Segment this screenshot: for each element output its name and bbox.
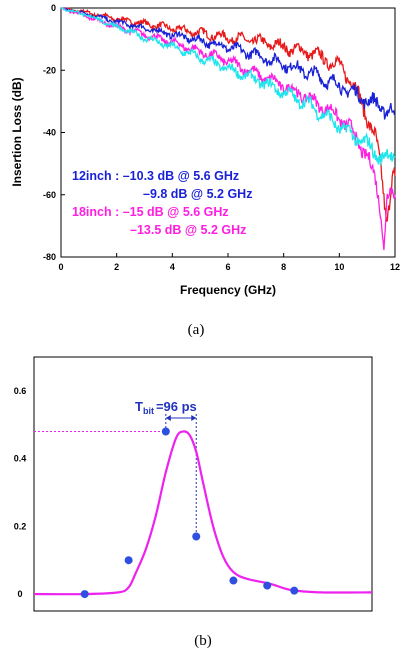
y-tick-label: 0 [51, 3, 56, 13]
series-line-1 [61, 7, 396, 120]
annotation-18inch-line1: 18inch : –15 dB @ 5.6 GHz [72, 205, 229, 219]
caption-a: (a) [188, 322, 205, 338]
sample-point [263, 581, 272, 590]
y-tick-label: -80 [43, 252, 56, 262]
y-tick-label: 0.6 [14, 386, 27, 396]
y-tick-label: 0.4 [14, 454, 27, 464]
chart-a: 0 2 4 6 8 10 12 0 -20 -40 -60 -80 Frequency (GHz) I… [10, 3, 400, 338]
annotation-12inch-line2: –9.8 dB @ 5.2 GHz [143, 187, 252, 201]
tbit-annotation: Tbit =96 ps [135, 399, 197, 416]
chart-b-markers [80, 427, 299, 599]
tbit-sub: bit [143, 406, 154, 416]
sample-point [161, 427, 170, 436]
y-tick-label: 0 [17, 589, 22, 599]
chart-a-ticks: 0 2 4 6 8 10 12 0 -20 -40 -60 -80 [43, 3, 400, 272]
chart-b-series [33, 430, 373, 596]
y-tick-label: -60 [43, 190, 56, 200]
x-tick-label: 2 [114, 262, 119, 272]
tbit-arrowhead-left [165, 415, 171, 421]
x-tick-label: 0 [58, 262, 63, 272]
chart-b: 0 0.2 0.4 0.6 Tbit =96 ps (b) [14, 356, 373, 649]
y-tick-label: 0.2 [14, 521, 27, 531]
chart-a-frame [60, 7, 396, 258]
tbit-arrowhead-right [191, 415, 197, 421]
tbit-main: T [135, 399, 143, 414]
y-tick-label: -40 [43, 128, 56, 138]
chart-a-ylabel: Insertion Loss (dB) [10, 77, 24, 186]
chart-a-series [60, 7, 396, 251]
pulse-line [33, 430, 373, 596]
caption-b: (b) [194, 633, 212, 649]
chart-a-xlabel: Frequency (GHz) [180, 283, 276, 297]
series-line-3 [60, 7, 396, 166]
x-tick-label: 12 [390, 262, 400, 272]
chart-b-guides [34, 414, 197, 537]
x-tick-label: 4 [170, 262, 175, 272]
chart-b-ticks: 0 0.2 0.4 0.6 [14, 386, 27, 599]
y-tick-label: -20 [43, 65, 56, 75]
sample-point [290, 586, 299, 595]
annotation-12inch-line1: 12inch : –10.3 dB @ 5.6 GHz [72, 169, 239, 183]
x-tick-label: 8 [281, 262, 286, 272]
annotation-18inch-line2: –13.5 dB @ 5.2 GHz [130, 223, 246, 237]
sample-point [229, 576, 238, 585]
series-line-0 [60, 7, 396, 223]
tbit-value: =96 ps [156, 399, 197, 414]
x-tick-label: 6 [225, 262, 230, 272]
sample-point [192, 532, 201, 541]
sample-point [80, 590, 89, 599]
chart-b-frame [33, 356, 373, 612]
sample-point [124, 556, 133, 565]
x-tick-label: 10 [334, 262, 344, 272]
